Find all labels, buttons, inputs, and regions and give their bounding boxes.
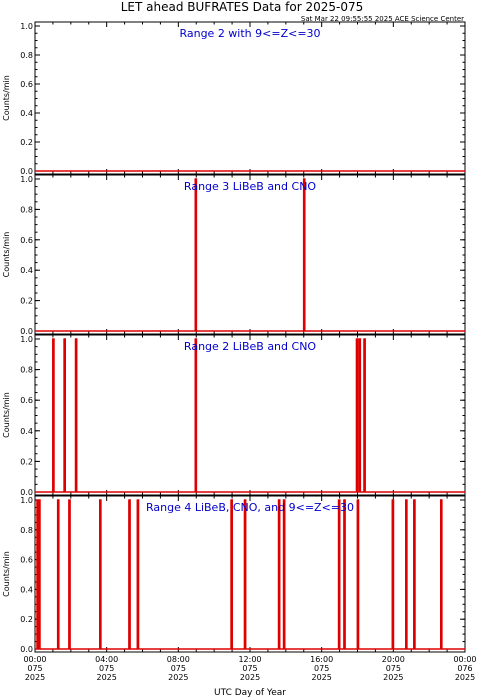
panel-3-trace [35,338,465,493]
panel-2-trace [35,178,465,332]
x-tick-year: 2025 [96,673,116,682]
x-tick-time: 12:00 [238,655,261,664]
panel-4: 0.0 0.2 0.4 0.6 0.8 1.0 Counts/min Range 4 LiBe… [2,495,466,654]
panel-3-ytick-label: 0.0 [20,488,33,497]
panel-4-ytick-label: 0.4 [20,585,33,594]
x-tick-doy: 075 [242,664,257,673]
panel-1-ylabel: Counts/min [2,75,11,121]
panel-1-ytick-label: 0.6 [20,80,33,89]
generation-timestamp: Sat Mar 22 09:55:55 2025 ACE Science Cen… [301,15,464,23]
x-tick-year: 2025 [311,673,331,682]
panel-4-ytick-label: 1.0 [20,496,33,505]
x-tick-year: 2025 [240,673,260,682]
panel-3: 0.0 0.2 0.4 0.6 0.8 1.0 Counts/min Range 2 LiBe… [2,334,466,497]
panel-4-trace [35,499,465,650]
panel-4-ytick-label: 0.8 [20,526,33,535]
panel-2: 0.0 0.2 0.4 0.6 0.8 1.0 Counts/min Range 3 LiBe… [2,174,466,336]
panel-1-ytick-label: 0.8 [20,51,33,60]
panel-1-ytick-label: 0.0 [20,167,33,176]
panel-3-title: Range 2 LiBeB and CNO [184,340,316,353]
x-tick-time: 20:00 [382,655,405,664]
panel-2-frame [34,174,466,335]
x-tick-doy: 075 [171,664,186,673]
panel-3-ytick-label: 1.0 [20,335,33,344]
x-tick-doy: 075 [27,664,42,673]
panel-3-frame [34,334,466,496]
panel-2-ytick-label: 0.4 [20,266,33,275]
panel-3-ytick-label: 0.6 [20,396,33,405]
panel-2-ytick-label: 0.2 [20,297,33,306]
panel-3-ylabel: Counts/min [2,392,11,438]
x-axis: 00:00075202504:00075202508:00075202512:0… [23,655,476,682]
panel-3-ytick-label: 0.4 [20,427,33,436]
panel-1-title: Range 2 with 9<=Z<=30 [179,27,320,40]
panel-1-ytick-label: 0.2 [20,138,33,147]
panel-1-ytick-label: 0.4 [20,109,33,118]
panel-1-frame [34,21,466,175]
x-tick-year: 2025 [25,673,45,682]
x-tick-time: 08:00 [167,655,190,664]
panel-2-ytick-label: 0.6 [20,236,33,245]
panel-4-title: Range 4 LiBeB, CNO, and 9<=Z<=30 [146,501,354,514]
x-tick-time: 04:00 [95,655,118,664]
chart-title: LET ahead BUFRATES Data for 2025-075 [121,0,363,14]
panel-1-ytick-label: 1.0 [20,22,33,31]
panel-4-ytick-label: 0.2 [20,615,33,624]
x-tick-doy: 076 [457,664,472,673]
panel-3-ytick-label: 0.2 [20,457,33,466]
x-tick-year: 2025 [455,673,475,682]
x-tick-doy: 075 [386,664,401,673]
panel-4-ytick-label: 0.6 [20,556,33,565]
panel-2-ylabel: Counts/min [2,232,11,278]
x-tick-doy: 075 [99,664,114,673]
x-tick-doy: 075 [314,664,329,673]
panels-group: 0.0 0.2 0.4 0.6 0.8 1.0 Counts/min Range 2 with… [2,21,466,654]
panel-4-ylabel: Counts/min [2,551,11,597]
x-tick-time: 00:00 [23,655,46,664]
panel-2-title: Range 3 LiBeB and CNO [184,180,316,193]
x-tick-time: 16:00 [310,655,333,664]
x-axis-label: UTC Day of Year [214,688,286,698]
panel-2-ytick-label: 1.0 [20,175,33,184]
x-tick-year: 2025 [168,673,188,682]
panel-3-ytick-label: 0.8 [20,366,33,375]
x-tick-time: 00:00 [453,655,476,664]
panel-1: 0.0 0.2 0.4 0.6 0.8 1.0 Counts/min Range 2 with… [2,21,466,176]
x-tick-year: 2025 [383,673,403,682]
panel-2-ytick-label: 0.0 [20,327,33,336]
panel-4-ytick-label: 0.0 [20,645,33,654]
panel-2-ytick-label: 0.8 [20,205,33,214]
